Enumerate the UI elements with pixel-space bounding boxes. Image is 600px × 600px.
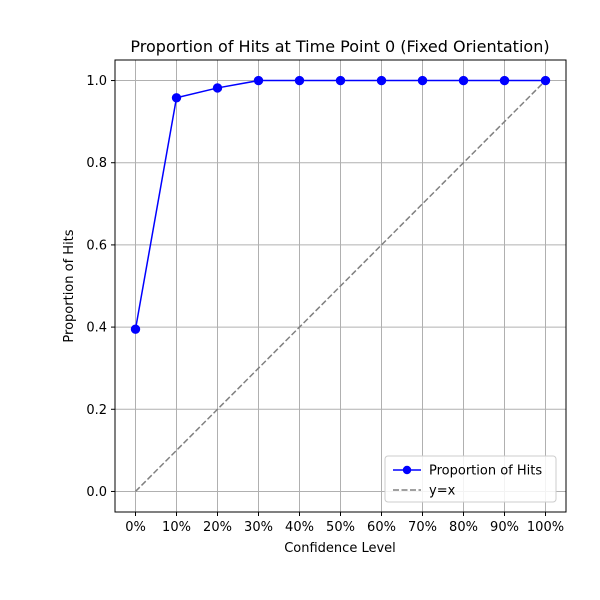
chart-title: Proportion of Hits at Time Point 0 (Fixe… [130, 37, 549, 56]
series-layer [130, 75, 551, 492]
data-point [335, 75, 346, 86]
y-tick-label: 1.0 [86, 74, 107, 89]
x-tick-label: 50% [326, 520, 355, 535]
x-tick-label: 90% [490, 520, 519, 535]
x-tick-label: 30% [244, 520, 273, 535]
data-point [376, 75, 387, 86]
y-tick-label: 0.2 [86, 403, 107, 418]
x-tick-label: 40% [285, 520, 314, 535]
data-point [294, 75, 305, 86]
legend-label-1: y=x [429, 484, 456, 499]
legend-box [384, 455, 557, 503]
x-tick-label: 100% [527, 520, 564, 535]
x-tick-label: 60% [367, 520, 396, 535]
data-point [499, 75, 510, 86]
y-tick-label: 0.4 [86, 321, 107, 336]
data-point [171, 93, 182, 103]
data-point [458, 75, 469, 86]
series-line-1 [134, 80, 547, 492]
x-tick-label: 10% [162, 520, 191, 535]
legend-label-0: Proportion of Hits [429, 464, 542, 479]
x-tick-label: 20% [203, 520, 232, 535]
data-point [540, 75, 551, 86]
x-tick-label: 70% [408, 520, 437, 535]
y-tick-label: 0.8 [86, 156, 107, 171]
x-tick-label: 0% [125, 520, 146, 535]
y-axis-label: Proportion of Hits [62, 229, 77, 342]
y-tick-label: 0.6 [86, 238, 107, 253]
y-tick-label: 0.0 [86, 485, 107, 500]
legend-marker-0 [402, 465, 412, 475]
legend: Proportion of Hits y=x [384, 455, 557, 503]
x-tick-label: 80% [449, 520, 478, 535]
y-axis: 0.0 0.2 0.4 0.6 0.8 1.0 [86, 74, 115, 500]
data-point [417, 75, 428, 86]
x-axis-label: Confidence Level [284, 541, 396, 556]
data-point [212, 83, 223, 93]
x-axis: 0% 10% 20% 30% 40% 50% 60% 70% 80% 90% 100% [125, 512, 564, 535]
data-point [130, 324, 141, 334]
data-point [253, 75, 264, 86]
